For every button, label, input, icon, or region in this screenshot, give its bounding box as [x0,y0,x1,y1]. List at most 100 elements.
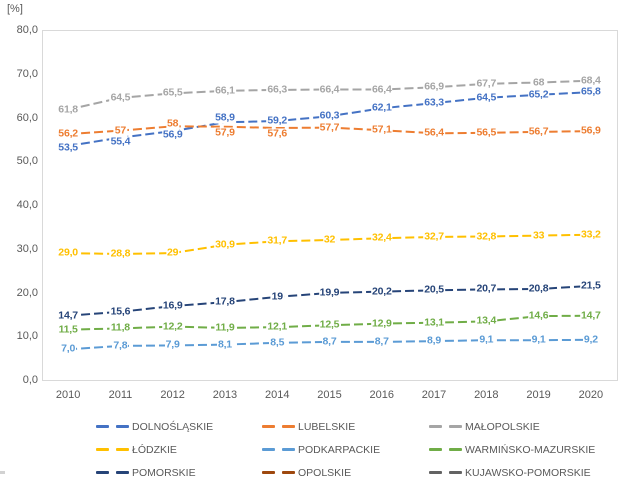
legend-label: LUBELSKIE [298,420,356,433]
screen-edge-artifact [0,471,5,474]
legend-item-dolnoslaskie[interactable]: DOLNOŚLĄSKIE [96,421,262,433]
x-axis-label: 2016 [369,389,394,401]
data-label-warminsko-mazurskie: 12,9 [370,317,393,330]
data-label-podkarpackie: 9,1 [478,333,495,346]
data-label-pomorskie: 20,8 [527,282,550,295]
legend-dash-swatch [96,425,129,428]
data-label-lubelskie: 56,5 [475,126,498,139]
data-label-malopolskie: 68,4 [580,74,602,87]
legend-label: POMORSKIE [132,466,196,479]
data-label-pomorskie: 15,6 [109,305,132,318]
data-label-podkarpackie: 7,0 [60,342,77,355]
data-label-malopolskie: 61,8 [57,103,79,116]
data-label-malopolskie: 64,5 [109,91,132,104]
data-label-pomorskie: 19,9 [318,286,341,299]
data-label-warminsko-mazurskie: 11,8 [109,321,131,334]
x-axis-label: 2015 [317,389,342,401]
data-label-lodzkie: 30,9 [214,238,236,251]
data-label-dolnoslaskie: 65,8 [580,85,602,98]
y-axis-label: 40,0 [16,199,38,211]
legend-label: MAŁOPOLSKIE [465,420,540,433]
data-label-lodzkie: 29,0 [57,246,79,259]
legend-item-pomorskie[interactable]: POMORSKIE [96,467,262,479]
y-axis-label: 60,0 [16,111,38,124]
data-label-podkarpackie: 8,7 [321,335,338,348]
data-label-dolnoslaskie: 58,9 [214,111,236,124]
legend-label: WARMIŃSKO-MAZURSKIE [465,443,596,456]
data-label-lubelskie: 57,7 [318,121,341,134]
x-axis-label: 2020 [578,389,604,401]
y-axis-unit-label: [%] [7,3,23,15]
y-axis-label: 30,0 [16,242,38,255]
data-label-pomorskie: 16,9 [161,299,184,312]
x-axis-label: 2018 [474,389,499,401]
legend-dash-swatch [262,448,295,451]
data-label-lubelskie: 56,2 [57,127,79,140]
legend-dash-swatch [262,471,295,474]
data-label-lodzkie: 29 [166,246,180,259]
data-label-dolnoslaskie: 64,5 [475,91,498,104]
data-label-podkarpackie: 8,7 [373,335,390,348]
data-label-lubelskie: 57,9 [214,126,236,139]
y-axis-label: 80,0 [16,24,38,36]
legend-item-lubelskie[interactable]: LUBELSKIE [262,421,429,433]
data-label-dolnoslaskie: 63,3 [423,96,445,109]
data-label-lodzkie: 32,8 [475,230,498,242]
legend-item-lodzkie[interactable]: ŁÓDZKIE [96,444,262,456]
x-axis-label: 2013 [212,389,238,401]
data-label-pomorskie: 21,5 [580,279,602,292]
x-axis-label: 2011 [108,389,133,401]
y-axis-label: 10,0 [16,330,38,343]
data-label-malopolskie: 66,4 [370,83,393,95]
legend-label: ŁÓDZKIE [132,443,177,456]
data-label-podkarpackie: 7,9 [164,338,181,351]
data-label-dolnoslaskie: 62,1 [370,101,393,114]
data-label-lodzkie: 31,7 [266,234,289,247]
legend-label: DOLNOŚLĄSKIE [132,420,214,433]
data-label-warminsko-mazurskie: 12,2 [161,320,184,333]
x-axis-label: 2019 [526,389,551,401]
data-label-malopolskie: 66,1 [214,84,236,97]
data-label-malopolskie: 68 [531,76,546,88]
data-label-lodzkie: 28,8 [109,247,132,260]
x-axis-label: 2014 [264,389,290,401]
legend-label: OPOLSKIE [298,466,352,479]
data-label-pomorskie: 17,8 [214,295,236,308]
legend-item-opolskie[interactable]: OPOLSKIE [262,467,429,479]
data-label-podkarpackie: 9,1 [530,333,547,346]
data-label-malopolskie: 66,3 [266,83,289,96]
x-axis-label: 2012 [160,389,185,401]
data-label-podkarpackie: 8,9 [426,334,443,347]
legend-item-warminsko-mazurskie[interactable]: WARMIŃSKO-MAZURSKIE [429,444,633,456]
data-label-podkarpackie: 9,2 [582,333,599,346]
y-axis-label: 70,0 [16,67,38,80]
data-label-dolnoslaskie: 65,2 [527,88,550,101]
legend-item-malopolskie[interactable]: MAŁOPOLSKIE [429,421,633,433]
data-label-dolnoslaskie: 60,3 [318,109,341,122]
data-label-lubelskie: 57,6 [266,127,289,140]
data-label-warminsko-mazurskie: 13,1 [423,316,445,329]
legend-item-podkarpackie[interactable]: PODKARPACKIE [262,444,429,456]
legend-dash-swatch [262,425,295,428]
data-label-lodzkie: 33 [531,229,546,242]
legend-dash-swatch [429,448,462,451]
y-axis-label: 20,0 [16,286,38,299]
data-label-dolnoslaskie: 55,4 [109,135,132,148]
legend-dash-swatch [429,471,462,474]
x-axis-label: 2017 [421,389,447,401]
data-label-lubelskie: 57,1 [370,123,393,136]
data-label-warminsko-mazurskie: 14,6 [527,309,550,322]
data-label-podkarpackie: 8,5 [269,336,286,349]
data-label-lubelskie: 56,9 [580,124,602,137]
data-label-pomorskie: 19 [270,290,284,303]
legend-item-kujawsko-pomorskie[interactable]: KUJAWSKO-POMORSKIE [429,467,633,479]
data-label-podkarpackie: 7,8 [112,339,129,352]
chart-legend: DOLNOŚLĄSKIE LUBELSKIE MAŁOPOLSKIE ŁÓDZKIE P… [96,415,633,484]
data-label-warminsko-mazurskie: 14,7 [580,309,602,322]
plot-border [42,30,618,381]
data-label-warminsko-mazurskie: 13,4 [475,314,498,327]
y-axis-label: 50,0 [16,155,38,168]
data-label-warminsko-mazurskie: 12,1 [266,320,289,333]
legend-dash-swatch [96,471,129,474]
